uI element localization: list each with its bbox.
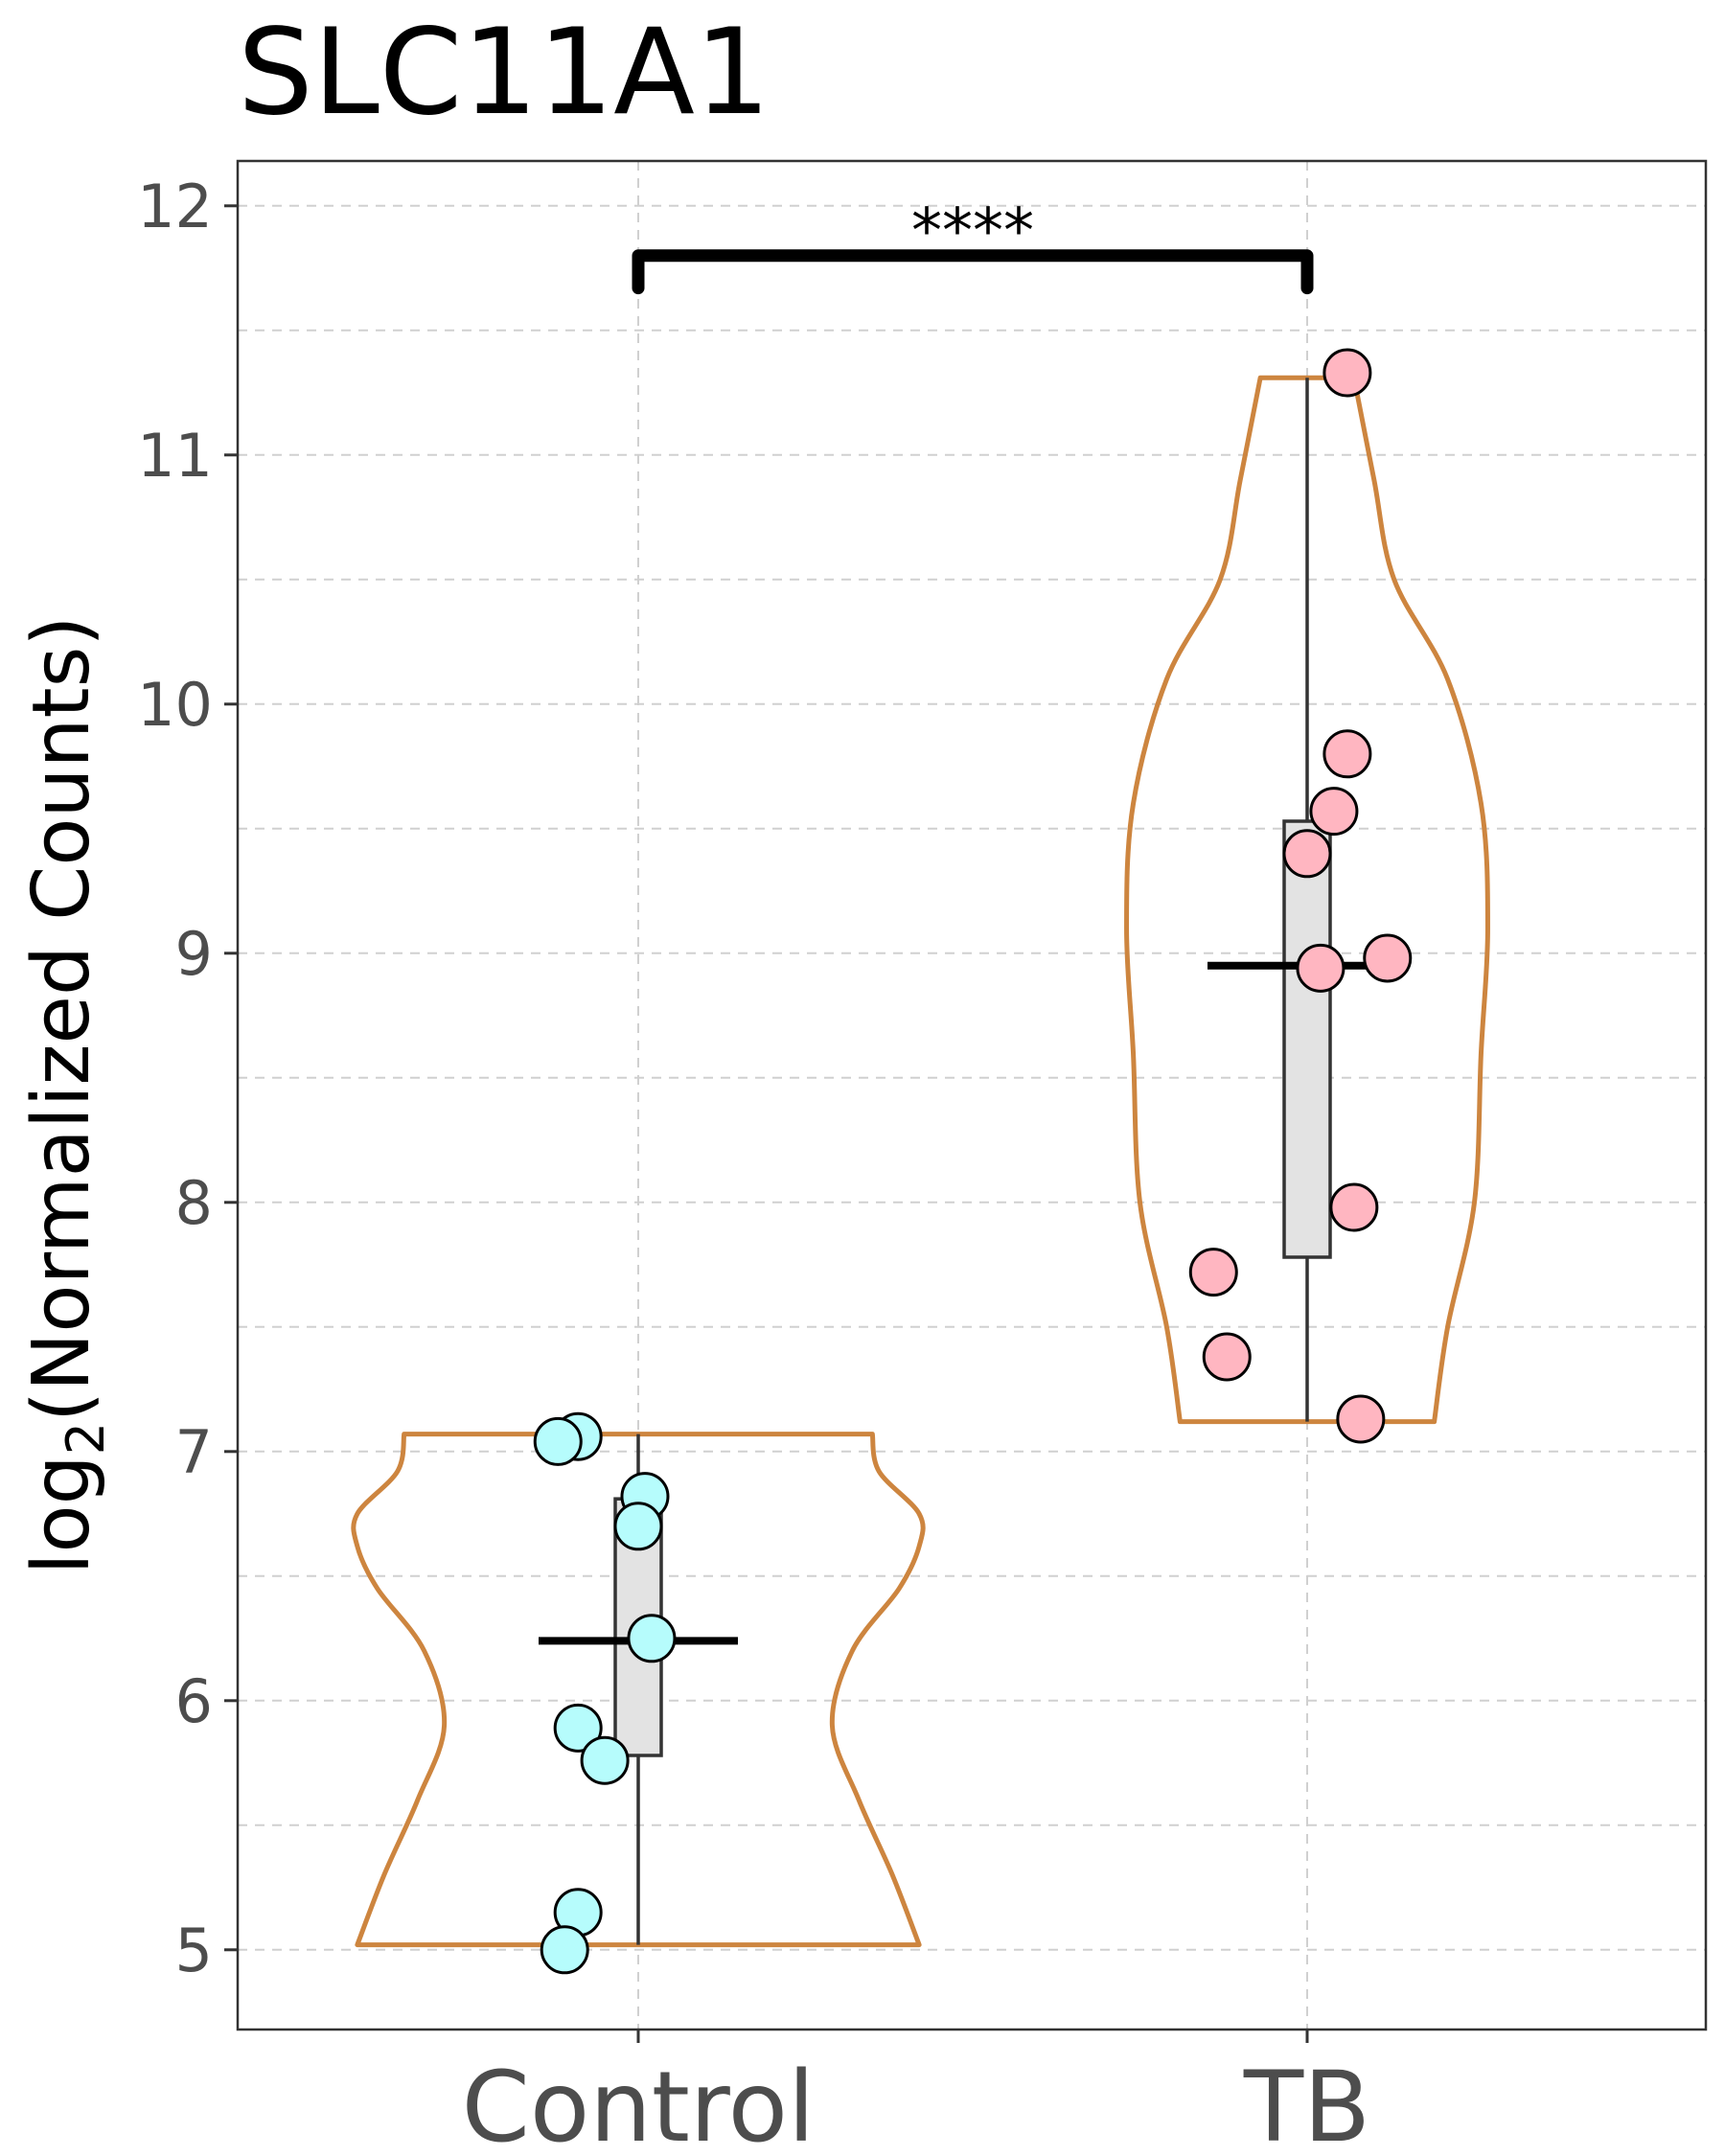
y-tick-label: 8 <box>175 1168 213 1238</box>
y-axis-label: log2(Normalized Counts) <box>16 616 116 1575</box>
significance-bracket <box>632 249 1314 295</box>
data-point-tb <box>1188 1248 1238 1297</box>
y-tick-label: 6 <box>175 1666 213 1736</box>
data-point-tb <box>1329 1182 1379 1232</box>
grid-layer <box>238 161 1706 2030</box>
violin-control <box>351 1432 926 1948</box>
data-point-tb <box>1363 933 1413 983</box>
y-tick-label: 11 <box>137 421 213 491</box>
x-tick-label-control: Control <box>462 2051 816 2156</box>
plot-panel-border <box>236 159 1708 2031</box>
data-point-tb <box>1322 729 1372 779</box>
x-tick-label-tb: TB <box>1243 2051 1370 2156</box>
data-point-control <box>533 1416 583 1466</box>
significance-annotation: **** <box>632 196 1314 295</box>
data-point-tb <box>1202 1332 1252 1382</box>
y-axis-label-prefix: log <box>16 1455 107 1574</box>
data-point-tb <box>1336 1394 1386 1444</box>
chart-title: SLC11A1 <box>238 4 770 142</box>
box-tb <box>1282 819 1332 1259</box>
data-point-control <box>627 1614 677 1663</box>
data-point-tb <box>1309 787 1359 837</box>
box-layer <box>539 378 1407 1945</box>
data-point-control <box>553 1703 603 1753</box>
y-tick-label: 5 <box>175 1915 213 1985</box>
data-point-tb <box>1282 829 1332 879</box>
data-point-control <box>540 1925 589 1975</box>
data-point-control <box>613 1502 663 1551</box>
y-tick-label: 12 <box>137 172 213 241</box>
data-point-tb <box>1322 348 1372 398</box>
data-point-control <box>580 1735 630 1785</box>
y-tick-label: 9 <box>175 919 213 989</box>
y-tick-label: 7 <box>175 1417 213 1487</box>
axis-layer: 5 6 7 8 9 10 11 12 Control TB <box>137 172 1370 2156</box>
significance-label: **** <box>911 196 1034 267</box>
y-axis-label-suffix: (Normalized Counts) <box>16 616 107 1422</box>
data-point-tb <box>1296 943 1346 993</box>
y-axis-label-subscript: 2 <box>56 1422 116 1455</box>
y-tick-label: 10 <box>137 670 213 740</box>
point-layer <box>533 348 1413 1975</box>
